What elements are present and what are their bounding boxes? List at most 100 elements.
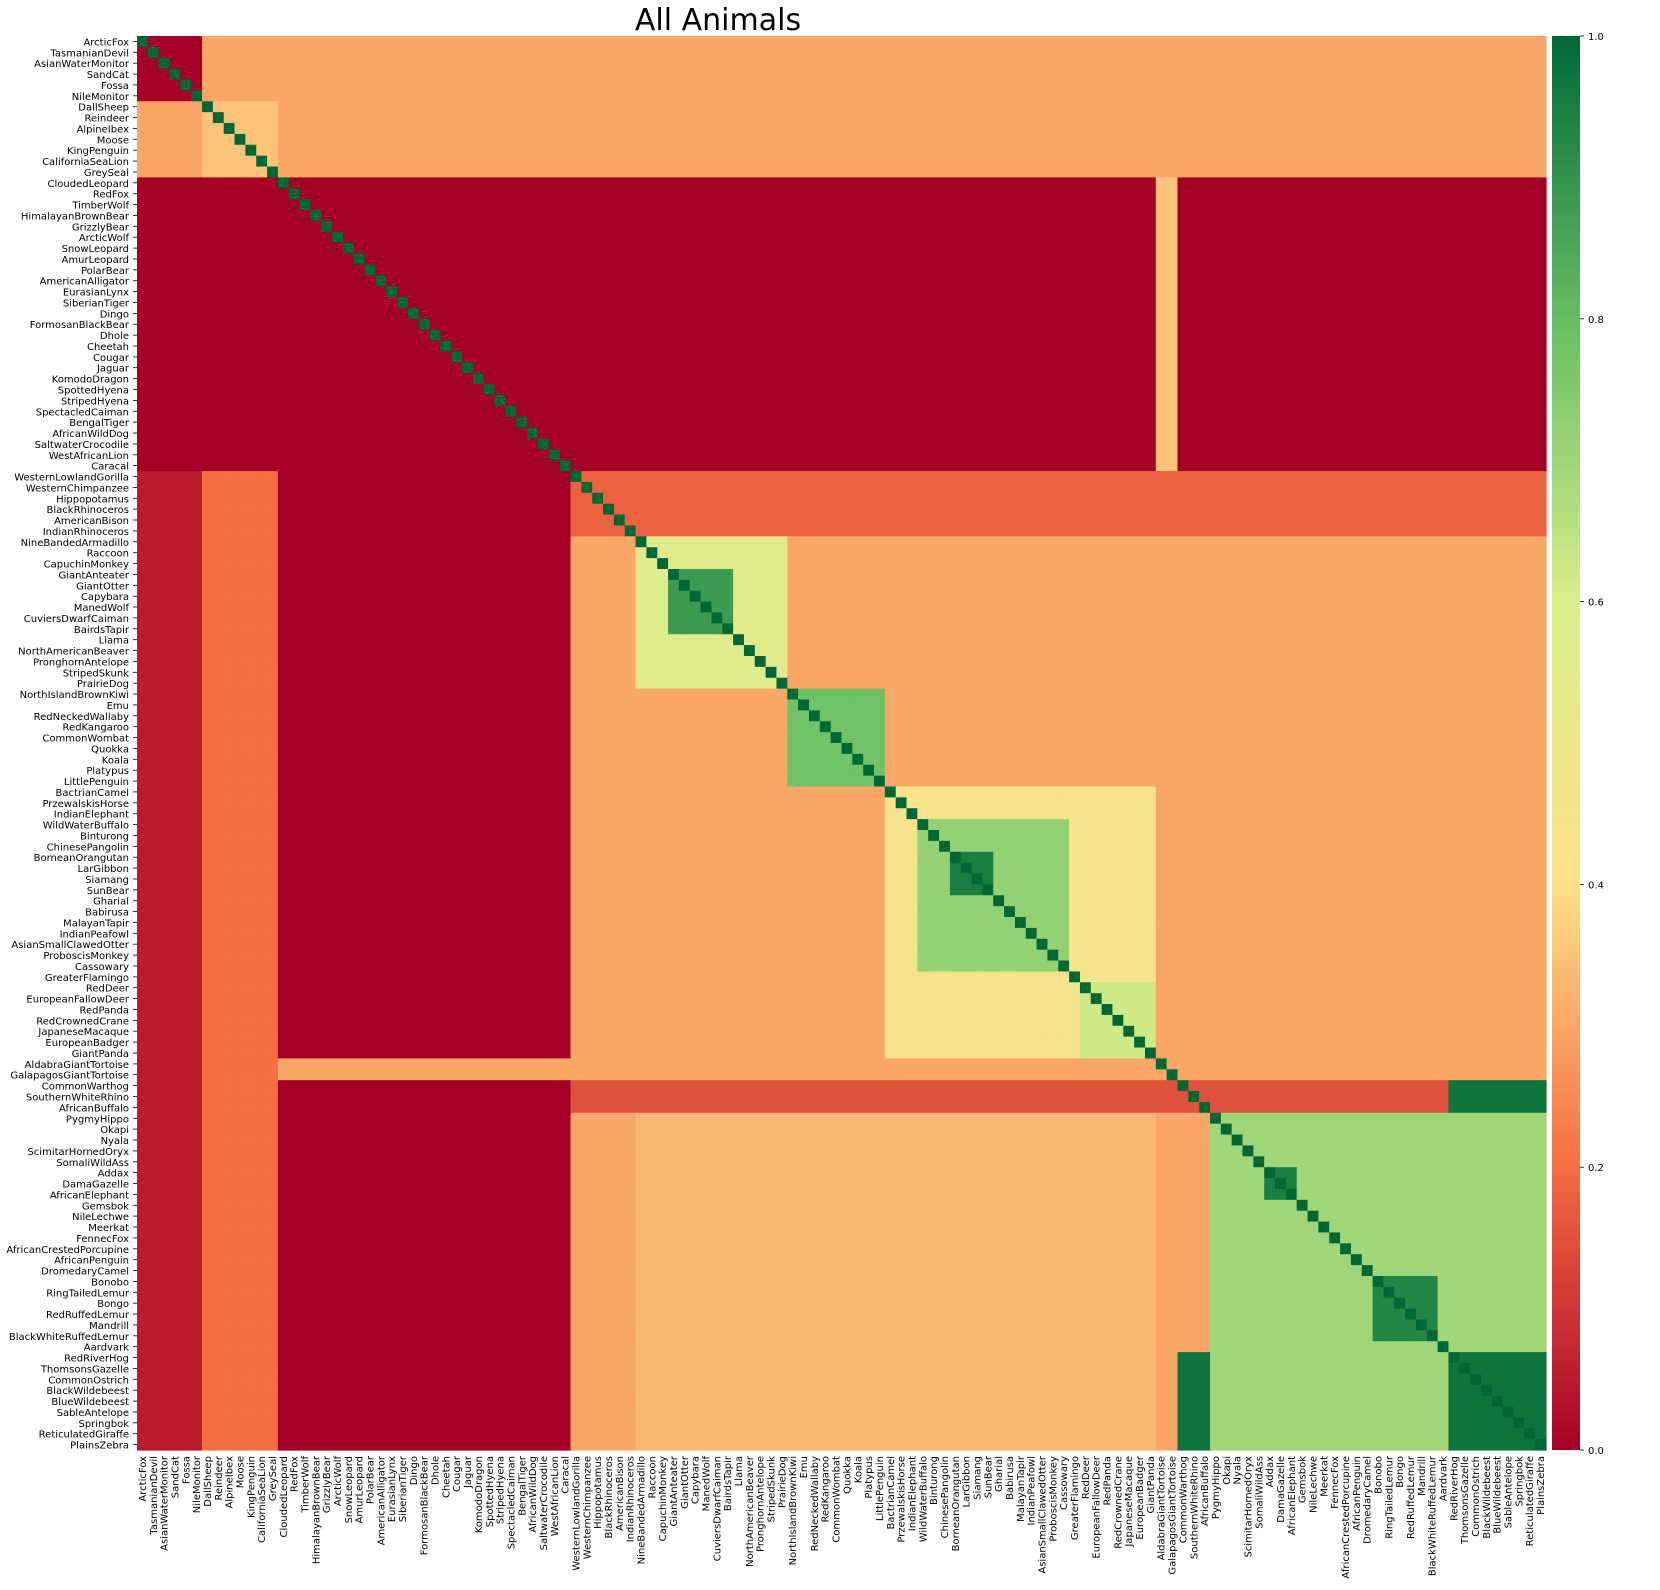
heatmap-cell: [462, 188, 474, 200]
heatmap-cell: [288, 449, 301, 461]
heatmap-cell: [462, 449, 474, 461]
heatmap-cell: [884, 373, 897, 385]
heatmap-cell: [1253, 155, 1265, 168]
heatmap-cell: [678, 351, 691, 363]
heatmap-cell: [863, 329, 875, 342]
heatmap-cell: [787, 144, 799, 157]
heatmap-cell: [364, 231, 377, 244]
heatmap-cell: [1459, 405, 1471, 418]
heatmap-cell: [592, 133, 604, 146]
heatmap-cell: [1069, 297, 1081, 309]
heatmap-cell: [1502, 199, 1515, 211]
heatmap-cell: [603, 220, 615, 233]
heatmap-cell: [1264, 46, 1276, 59]
heatmap-cell: [1101, 394, 1114, 407]
heatmap-cell: [678, 307, 691, 320]
heatmap-cell: [1415, 101, 1428, 113]
heatmap-cell: [1014, 46, 1027, 59]
heatmap-cell: [657, 210, 669, 222]
heatmap-cell: [321, 46, 333, 59]
heatmap-cell: [386, 123, 398, 135]
heatmap-cell: [1058, 275, 1070, 287]
heatmap-cell: [863, 438, 875, 450]
heatmap-cell: [1329, 351, 1341, 363]
heatmap-cell: [1079, 36, 1092, 48]
heatmap-cell: [267, 188, 279, 200]
heatmap-cell: [1004, 340, 1016, 353]
heatmap-cell: [1275, 79, 1287, 91]
heatmap-cell: [440, 231, 452, 244]
heatmap-cell: [917, 427, 929, 440]
heatmap-cell: [234, 427, 246, 440]
heatmap-cell: [1004, 416, 1016, 429]
heatmap-cell: [808, 101, 821, 113]
heatmap-cell: [700, 57, 713, 70]
heatmap-cell: [1513, 438, 1525, 450]
heatmap-cell: [386, 362, 398, 374]
heatmap-cell: [256, 123, 268, 135]
heatmap-cell: [1134, 351, 1146, 363]
heatmap-cell: [917, 416, 929, 429]
heatmap-cell: [158, 264, 171, 276]
heatmap-cell: [1372, 199, 1385, 211]
heatmap-cell: [1480, 373, 1493, 385]
heatmap-cell: [646, 144, 658, 157]
heatmap-cell: [147, 68, 160, 81]
heatmap-cell: [1025, 318, 1038, 331]
heatmap-cell: [1470, 199, 1482, 211]
heatmap-cell: [1470, 188, 1482, 200]
heatmap-cell: [841, 394, 853, 407]
heatmap-cell: [1155, 275, 1168, 287]
heatmap-cell: [516, 166, 528, 178]
heatmap-cell: [787, 155, 799, 168]
heatmap-cell: [906, 68, 918, 81]
heatmap-cell: [472, 188, 485, 200]
heatmap-cell: [505, 166, 517, 178]
heatmap-cell: [386, 449, 398, 461]
heatmap-cell: [169, 384, 181, 396]
heatmap-cell: [191, 57, 203, 70]
heatmap-cell: [592, 264, 604, 276]
heatmap-cell: [1134, 416, 1146, 429]
heatmap-cell: [895, 318, 908, 331]
heatmap-cell: [267, 36, 279, 48]
heatmap-cell: [1513, 166, 1525, 178]
heatmap-cell: [1242, 101, 1254, 113]
heatmap-cell: [1134, 101, 1146, 113]
heatmap-cell: [1004, 231, 1016, 244]
heatmap-cell: [1177, 394, 1189, 407]
heatmap-cell: [1188, 123, 1200, 135]
heatmap-cell: [1361, 101, 1374, 113]
heatmap-cell: [1144, 286, 1157, 298]
heatmap-cell: [288, 416, 301, 429]
heatmap-cell: [310, 166, 322, 178]
heatmap-cell: [700, 210, 713, 222]
heatmap-cell: [570, 351, 582, 363]
heatmap-cell: [332, 101, 344, 113]
heatmap-cell: [1144, 155, 1157, 168]
heatmap-cell: [1090, 155, 1103, 168]
heatmap-cell: [1502, 307, 1515, 320]
heatmap-cell: [256, 79, 268, 91]
heatmap-cell: [993, 329, 1005, 342]
heatmap-cell: [418, 264, 431, 276]
heatmap-cell: [787, 318, 799, 331]
heatmap-cell: [375, 405, 387, 418]
heatmap-cell: [971, 264, 983, 276]
heatmap-cell: [1361, 155, 1374, 168]
heatmap-cell: [1199, 438, 1211, 450]
heatmap-cell: [1199, 57, 1211, 70]
heatmap-cell: [1210, 307, 1222, 320]
heatmap-cell: [440, 340, 452, 353]
heatmap-cell: [1112, 46, 1124, 59]
heatmap-cell: [1361, 242, 1374, 255]
heatmap-cell: [375, 155, 387, 168]
heatmap-cell: [884, 123, 897, 135]
heatmap-cell: [191, 79, 203, 91]
heatmap-cell: [137, 36, 149, 48]
heatmap-cell: [1329, 329, 1341, 342]
heatmap-cell: [624, 329, 637, 342]
heatmap-cell: [1177, 220, 1189, 233]
heatmap-cell: [212, 210, 225, 222]
heatmap-cell: [538, 177, 550, 189]
